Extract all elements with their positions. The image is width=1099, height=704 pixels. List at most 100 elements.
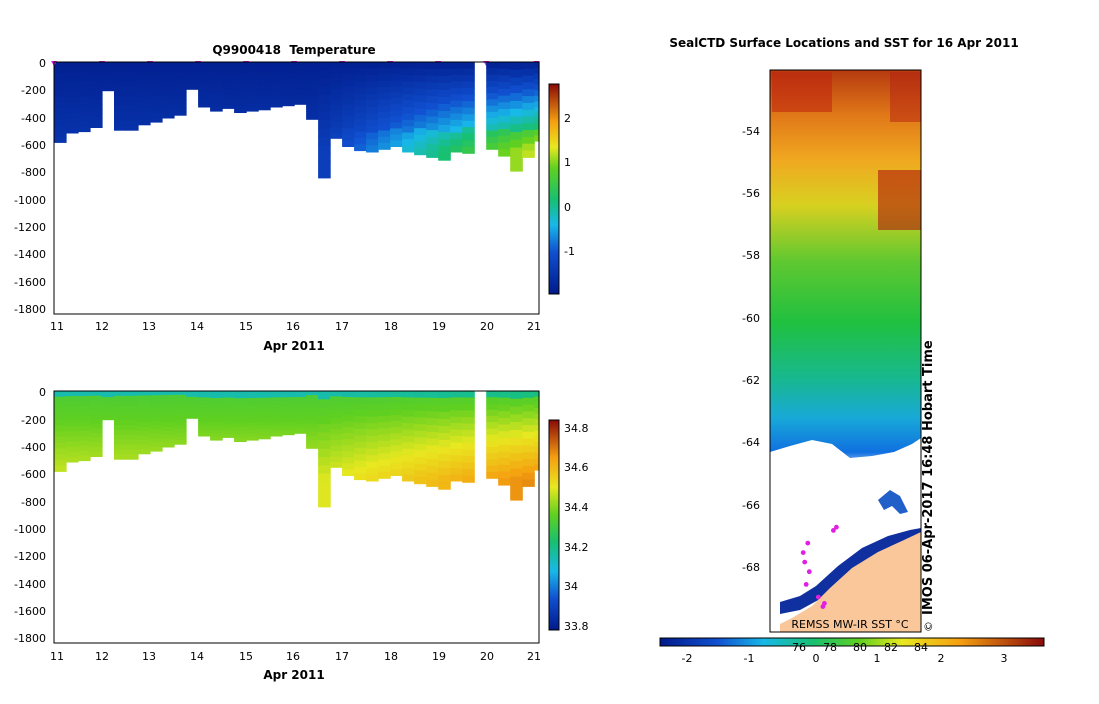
temperature-profile-cell <box>186 71 199 75</box>
temperature-profile-cell <box>102 68 115 71</box>
temperature-profile-cell <box>126 91 139 97</box>
salinity-profile-cell <box>486 440 499 448</box>
salinity-profile-cell <box>102 409 115 412</box>
salinity-profile-cell <box>54 408 67 415</box>
temperature-profile-cell <box>366 81 379 89</box>
salinity-profile-cell <box>126 410 139 416</box>
salinity-profile-cell <box>378 409 391 417</box>
temperature-profile-cell <box>318 169 331 179</box>
salinity-profile-cell <box>438 468 451 476</box>
salinity-profile-cell <box>198 423 211 427</box>
salinity-profile-cell <box>510 398 523 408</box>
temperature-profile-cell <box>150 113 163 119</box>
temperature-profile-cell <box>78 116 91 123</box>
salinity-profile-cell <box>294 394 307 398</box>
temperature-profile-cell <box>174 92 187 97</box>
salinity-profile-cell <box>126 400 139 407</box>
salinity-profile-cell <box>258 391 271 395</box>
salinity-profile-cell <box>174 406 187 411</box>
temperature-profile-cell <box>282 65 295 69</box>
temperature-profile-cell <box>378 99 391 107</box>
temperature-profile-cell <box>486 80 499 88</box>
temperature-profile-cell <box>318 62 331 71</box>
temperature-profile-cell <box>450 81 463 89</box>
salinity-profile-cell <box>426 418 439 426</box>
salinity-profile-cell <box>402 448 415 456</box>
salinity-profile-cell <box>522 465 535 474</box>
temperature-profile-cell <box>366 94 379 102</box>
salinity-profile-cell <box>414 437 427 445</box>
temperature-profile-cell <box>282 80 295 85</box>
salinity-profile-cell <box>114 395 127 402</box>
temperature-profile-cell <box>90 99 103 105</box>
temperature-profile-cell <box>342 140 355 147</box>
temperature-profile-cell <box>414 81 427 89</box>
salinity-profile-cell <box>66 441 79 448</box>
salinity-profile-cell <box>498 417 511 426</box>
salinity-profile-cell <box>450 416 463 424</box>
salinity-profile-cell <box>270 394 283 398</box>
salinity-profile-cell <box>126 415 139 421</box>
salinity-profile-cell <box>390 457 403 464</box>
salinity-profile-cell <box>450 403 463 411</box>
temperature-profile-cell <box>414 128 427 136</box>
temperature-profile-cell <box>102 66 115 69</box>
salinity-profile-cell <box>210 422 223 427</box>
temperature-profile-cell <box>438 90 451 98</box>
temperature-profile-cell <box>186 81 199 84</box>
temperature-profile-cell <box>102 86 115 90</box>
salinity-profile-cell <box>138 404 151 410</box>
salinity-profile-cell <box>354 410 367 417</box>
salinity-profile-cell <box>486 434 499 442</box>
salinity-x-tick: 17 <box>335 650 349 663</box>
temperature-profile-cell <box>78 76 91 83</box>
salinity-profile-cell <box>222 391 235 395</box>
temperature-profile-cell <box>258 68 271 73</box>
salinity-profile-cell <box>174 398 187 403</box>
temperature-profile-cell <box>174 62 187 67</box>
salinity-profile-cell <box>390 469 403 476</box>
salinity-profile-cell <box>246 412 259 417</box>
temperature-profile-cell <box>330 127 343 134</box>
salinity-profile-cell <box>498 404 511 412</box>
salinity-profile-cell <box>258 428 271 433</box>
salinity-profile-cell <box>114 444 127 450</box>
temperature-profile-cell <box>510 132 523 141</box>
salinity-profile-cell <box>498 471 511 479</box>
temperature-profile-cell <box>306 115 319 120</box>
seal-track-point <box>800 550 806 555</box>
temperature-profile-cell <box>138 97 151 103</box>
temperature-profile-cell <box>282 90 295 94</box>
sst-colorbar-tick: 3 <box>1001 652 1008 665</box>
salinity-profile-cell <box>330 423 343 430</box>
temperature-profile-cell <box>234 83 247 88</box>
salinity-profile-cell <box>438 412 451 420</box>
temperature-profile-cell <box>234 105 247 110</box>
salinity-profile-cell <box>258 435 271 440</box>
salinity-profile-cell <box>306 419 319 425</box>
salinity-profile-cell <box>138 400 151 406</box>
sst-footer-label: REMSS MW-IR SST °C <box>791 618 909 631</box>
temperature-profile-cell <box>126 100 139 107</box>
salinity-profile-cell <box>198 400 211 405</box>
temperature-profile-cell <box>246 107 259 112</box>
salinity-profile-cell <box>138 422 151 428</box>
temperature-profile-cell <box>534 101 540 108</box>
temperature-profile-cell <box>330 72 343 79</box>
temperature-profile-cell <box>510 93 523 102</box>
temperature-profile-cell <box>426 130 439 138</box>
salinity-profile-cell <box>78 391 91 397</box>
salinity-profile-cell <box>522 459 535 467</box>
temperature-profile-cell <box>354 74 367 82</box>
temperature-profile-cell <box>378 130 391 138</box>
temperature-profile-cell <box>54 119 67 126</box>
temperature-profile-cell <box>174 103 187 109</box>
temperature-profile-cell <box>114 115 127 121</box>
salinity-profile-cell <box>162 430 175 436</box>
salinity-profile-cell <box>390 433 403 440</box>
salinity-profile-cell <box>390 415 403 422</box>
salinity-profile-cell <box>402 455 415 463</box>
salinity-profile-cell <box>294 415 307 419</box>
temperature-profile-cell <box>234 98 247 103</box>
salinity-profile-cell <box>498 458 511 466</box>
